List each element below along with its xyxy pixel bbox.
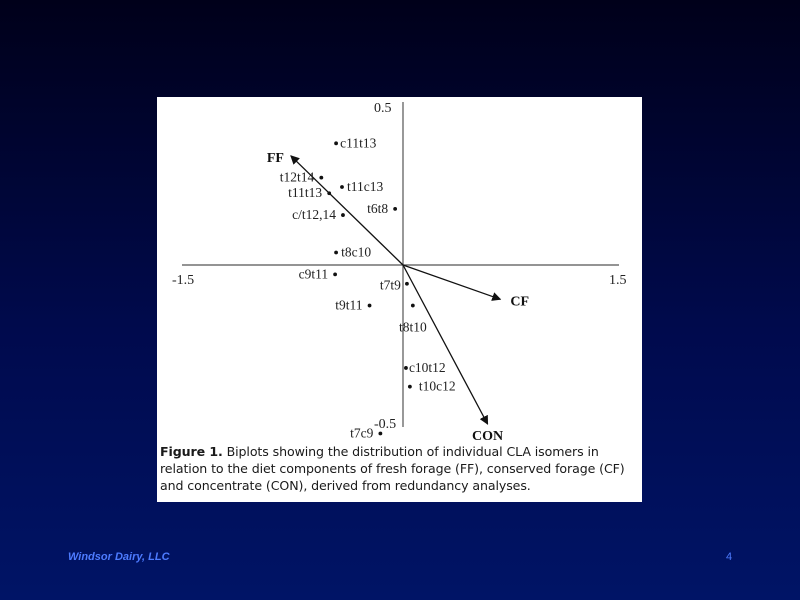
point-c10t12	[404, 366, 408, 370]
vector-label-cf: CF	[510, 294, 529, 309]
figure-caption: Figure 1. Biplots showing the distributi…	[160, 443, 640, 494]
point-t9t11	[367, 303, 372, 308]
point-t8c10	[334, 250, 338, 255]
point-t6t8	[393, 206, 398, 211]
vector-cf	[402, 264, 502, 301]
point-label-t8t10: t8t10	[399, 320, 427, 335]
point-label-t11t13: t11t13	[288, 185, 322, 200]
point-label-t7t9: t7t9	[380, 278, 401, 293]
point-label-c10t12: c10t12	[409, 360, 446, 375]
point-label-c11t13: c11t13	[340, 135, 376, 150]
point-c9t11	[333, 272, 338, 277]
point-t8t10	[410, 303, 415, 308]
point-label-t8c10: t8c10	[341, 245, 371, 260]
point-label-ct1214: c/t12,14	[292, 207, 336, 222]
vector-label-con: CON	[472, 429, 503, 442]
figure-panel: -1.5 1.5 0.5 -0.5 FF CF CON c11t13 t12t14 t11t1…	[157, 97, 642, 502]
vector-con	[402, 264, 489, 425]
point-t11t13	[327, 191, 332, 196]
point-ct1214	[341, 213, 345, 217]
y-tick-label-max: 0.5	[374, 101, 392, 116]
vector-label-ff: FF	[267, 151, 284, 166]
point-label-t11c13: t11c13	[347, 179, 383, 194]
footer-company: Windsor Dairy, LLC	[68, 551, 170, 563]
vector-ff	[290, 155, 404, 266]
point-label-t6t8: t6t8	[367, 201, 388, 216]
point-label-t10c12: t10c12	[419, 379, 456, 394]
point-label-t7c9: t7c9	[350, 425, 373, 440]
x-tick-label-max: 1.5	[609, 273, 627, 288]
point-t7t9	[405, 281, 409, 286]
point-label-t9t11: t9t11	[335, 298, 362, 313]
x-tick-label-min: -1.5	[172, 273, 194, 288]
biplot-chart: -1.5 1.5 0.5 -0.5 FF CF CON c11t13 t12t14t11t1…	[172, 101, 627, 442]
point-c11t13	[334, 141, 338, 146]
point-t7c9	[378, 431, 383, 436]
point-label-c9t11: c9t11	[299, 266, 329, 281]
caption-text: Biplots showing the distribution of indi…	[160, 444, 625, 493]
point-t12t14	[319, 175, 324, 180]
page-number: 4	[726, 551, 733, 563]
point-label-t12t14: t12t14	[280, 170, 315, 185]
y-tick-label-min: -0.5	[374, 417, 396, 432]
point-t10c12	[407, 384, 412, 389]
point-t11c13	[340, 185, 344, 189]
caption-label: Figure 1.	[160, 444, 223, 459]
